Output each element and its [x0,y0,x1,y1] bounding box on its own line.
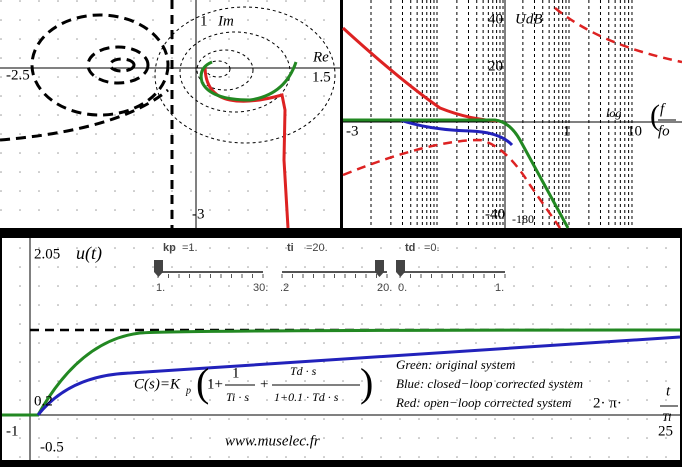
formula-text: + [260,376,268,392]
formula-text: 1+0.1 · Td · s [274,390,339,404]
time-panel: 2.05 u(t) 0.2 -1 -0.5 25 2· π· t Ti www.… [2,238,681,460]
tick: 2.05 [34,246,60,262]
axis-label: Im [217,13,234,29]
slider[interactable]: kp =1. 1. 30. [154,242,268,294]
tick: 40 [488,11,503,27]
slider[interactable]: ti =20. .2 20. [280,242,392,294]
nyquist-panel: 1 Im Re -2.5 1.5 -3 [0,0,340,229]
slider-value: =0. [424,242,440,254]
tick: 25 [658,423,673,439]
formula-text: 1 [232,365,240,381]
axis-label: fo [658,123,670,139]
formula-text: Td · s [290,364,317,378]
tick: 10 [627,123,642,139]
slider-knob [375,260,384,277]
slider-max: 1. [495,282,504,294]
tick: -1 [6,423,19,439]
slider-min: .2 [280,282,289,294]
slider-name: kp [163,242,176,254]
slider-max: 20. [377,282,392,294]
tick: -40 [485,206,505,222]
paren: ) [360,360,373,405]
tick: -2.5 [6,67,30,83]
tick: 1 [200,13,208,29]
axis-label: 2· π· [593,395,622,411]
legend-entry: Red: open−loop corrected system [395,395,571,410]
slider-min: 1. [156,282,165,294]
paren: ( [650,99,660,132]
tick: 1 [563,123,571,139]
axis-label: Ti [662,410,671,424]
axis-label: f [660,101,666,117]
slider-knob [154,260,163,277]
slider-name: ti [287,242,294,254]
slider-min: 0. [398,282,407,294]
formula: C(s)=K p ( 1+ 1 Ti · s + Td · s 1+0.1 · … [134,360,373,405]
paren: ( [196,360,209,405]
formula-text: 1+ [207,376,223,392]
formula-text: C(s)=K [134,376,181,392]
tick: 1.5 [312,69,331,85]
formula-text: p [185,385,191,396]
website: www.muselec.fr [225,433,320,449]
tick: -180 [512,212,534,226]
tick: -3 [346,123,359,139]
slider-value: =20. [306,242,328,254]
tick: -3 [192,206,205,222]
slider-value: =1. [182,242,198,254]
slider-knob [396,260,405,277]
bode-panel: 40 UdB 20 log 1 10 -3 -40 -180 ( f fo [341,0,682,229]
tick: -0.5 [40,439,64,455]
axis-label: log [606,106,621,120]
tick: 20 [488,58,503,74]
legend-entry: Blue: closed−loop corrected system [396,376,583,391]
slider-max: 30. [253,282,268,294]
axis-label: UdB [515,11,543,27]
axis-label: u(t) [76,243,102,264]
slider[interactable]: td =0. 0. 1. [396,242,506,294]
axis-label: Re [312,49,329,65]
tick: 0.2 [34,393,53,409]
axis-label: t [666,383,671,399]
slider-name: td [405,242,415,254]
legend-entry: Green: original system [396,357,515,372]
formula-text: Ti · s [226,390,249,404]
